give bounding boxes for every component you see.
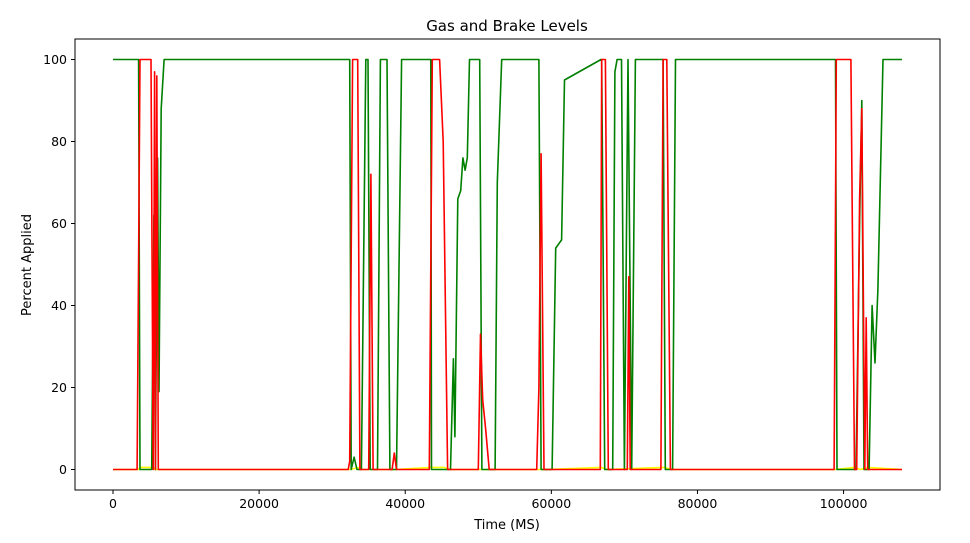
x-tick-label: 100000 [820,496,868,511]
x-tick-label: 0 [109,496,117,511]
series-line-1 [113,58,902,471]
y-tick-label: 100 [43,52,67,67]
x-axis-label: Time (MS) [473,518,540,533]
y-tick-label: 40 [51,298,67,313]
y-tick-label: 20 [51,380,67,395]
series-line-2 [113,58,902,471]
x-tick-label: 20000 [239,496,279,511]
series-layer [113,58,903,471]
x-tick-label: 60000 [531,496,571,511]
y-axis-label: Percent Applied [20,214,35,316]
y-tick-label: 80 [51,134,67,149]
x-axis-ticks: 0 20000 40000 60000 80000 100000 [109,490,867,511]
chart-title: Gas and Brake Levels [426,17,588,35]
x-tick-label: 80000 [678,496,718,511]
y-axis-ticks: 0 20 40 60 80 100 [43,52,75,477]
y-tick-label: 0 [59,462,67,477]
y-tick-label: 60 [51,216,67,231]
x-tick-label: 40000 [385,496,425,511]
plot-frame [74,38,941,491]
